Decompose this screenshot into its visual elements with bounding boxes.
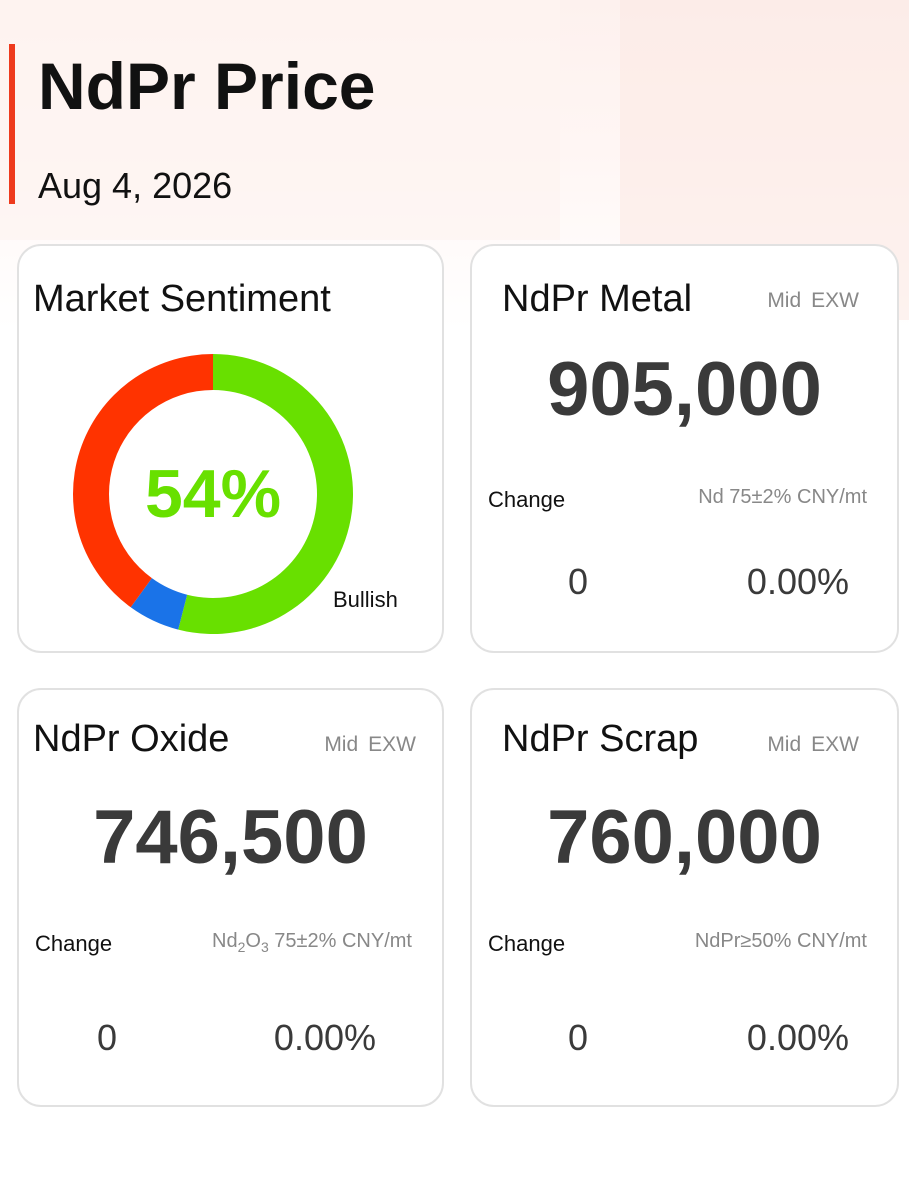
card-title: NdPr Oxide [33,718,230,760]
change-value: 0 [568,561,589,602]
price-value: 760,000 [547,795,822,880]
ndpr-metal-card[interactable]: NdPr Metal Mid EXW 905,000 Change Nd 75±2… [470,244,899,653]
ndpr-scrap-card[interactable]: NdPr Scrap Mid EXW 760,000 Change NdPr≥50… [470,688,899,1107]
product-spec: NdPr≥50% CNY/mt [694,930,867,952]
card-title: NdPr Metal [502,278,693,320]
sentiment-donut-chart: 54% [71,352,355,636]
ndpr-oxide-card[interactable]: NdPr Oxide Mid EXW 746,500 Change Nd2O3 7… [17,688,444,1107]
product-spec: Nd2O3 75±2% CNY/mt [212,928,412,960]
exw-label: EXW [368,733,416,756]
change-label: Change [488,487,566,512]
mid-label: Mid [767,733,802,756]
page-header: NdPr Price Aug 4, 2026 [0,0,909,240]
page-title: NdPr Price [38,49,376,123]
price-basis: Mid EXW [324,732,416,758]
bullish-label: Bullish [333,587,398,612]
change-value: 0 [568,1017,589,1058]
donut-svg [73,354,353,634]
card-title: Market Sentiment [33,278,331,320]
spec-text: Nd [212,930,238,952]
page-date: Aug 4, 2026 [38,165,233,206]
price-value: 746,500 [93,795,368,880]
sentiment-percent: 54% [144,456,282,532]
neutral-segment [130,578,188,630]
bearish-segment [73,354,213,608]
change-percent: 0.00% [746,1017,849,1058]
mid-label: Mid [767,289,802,312]
price-basis: Mid EXW [767,732,859,758]
spec-text: 75±2% CNY/mt [268,930,412,952]
change-label: Change [35,931,113,956]
price-basis: Mid EXW [767,288,859,314]
card-title: NdPr Scrap [502,718,699,760]
product-spec: Nd 75±2% CNY/mt [698,486,867,508]
spec-subscript: 3 [260,939,269,955]
change-percent: 0.00% [746,561,849,602]
mid-label: Mid [324,733,359,756]
title-accent-bar [9,44,15,204]
market-sentiment-card[interactable]: Market Sentiment 54% Bullish [17,244,444,653]
exw-label: EXW [811,289,859,312]
change-percent: 0.00% [273,1017,376,1058]
change-value: 0 [97,1017,118,1058]
exw-label: EXW [811,733,859,756]
price-value: 905,000 [547,347,822,432]
spec-text: O [245,930,261,952]
change-label: Change [488,931,566,956]
bullish-segment [178,354,353,634]
spec-subscript: 2 [237,939,246,955]
background-shape [0,0,560,240]
